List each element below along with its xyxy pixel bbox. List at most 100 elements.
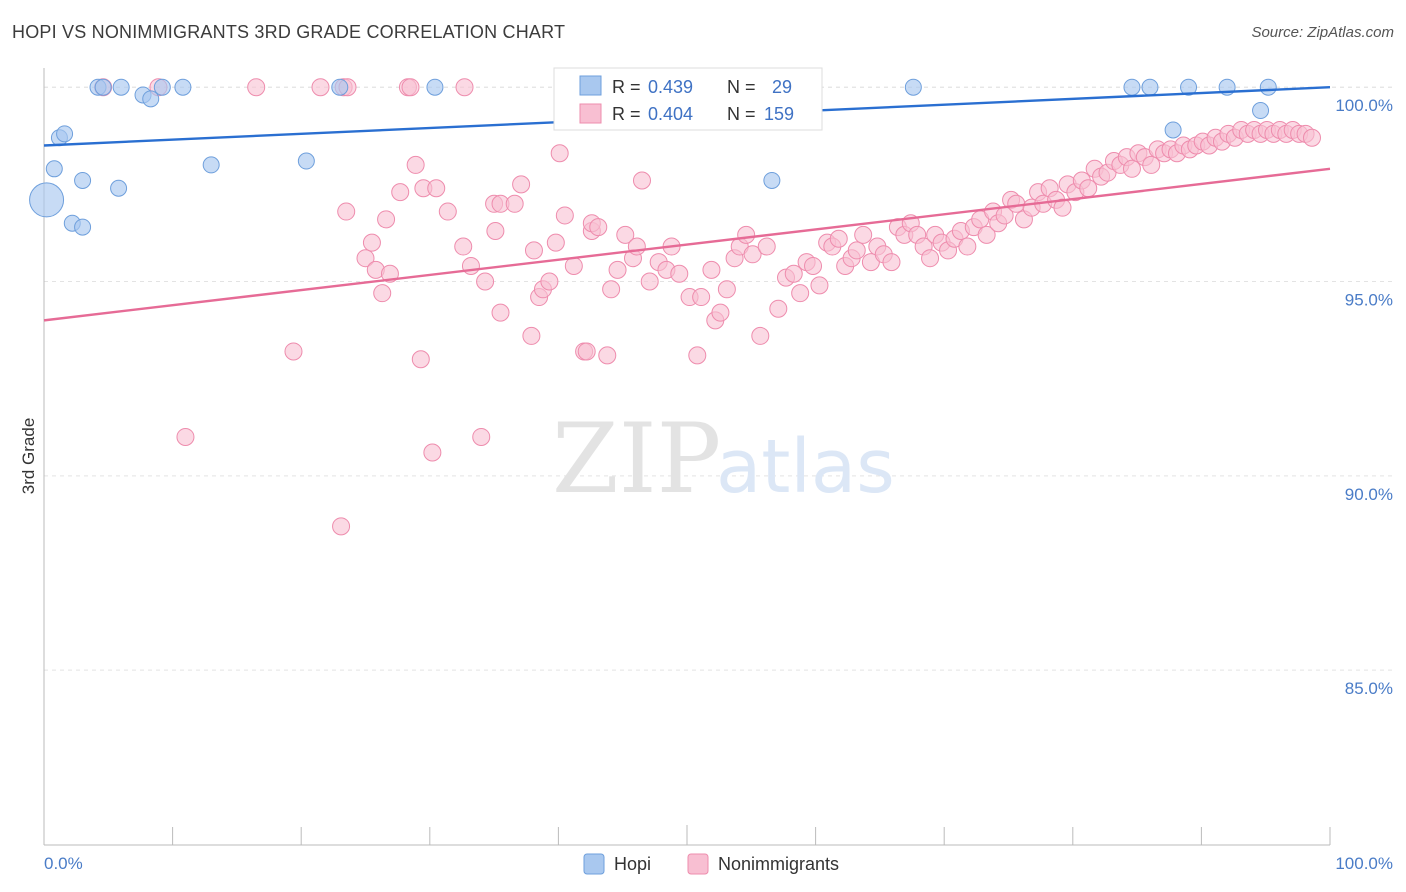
y-tick-label-3: 100.0% [1335, 96, 1393, 115]
nonimmigrants-point-18 [401, 78, 420, 97]
nonimmigrants-point-19 [406, 155, 425, 174]
x-tick-label-min: 0.0% [44, 854, 83, 873]
nonimmigrants-point-87 [847, 241, 866, 260]
bottom-legend-label-hopi: Hopi [614, 854, 651, 874]
nonimmigrants-point-12 [362, 233, 381, 252]
nonimmigrants-point-43 [555, 206, 574, 225]
nonimmigrants-point-34 [505, 194, 524, 213]
nonimmigrants-point-29 [476, 272, 495, 291]
nonimmigrants-point-33 [491, 303, 510, 322]
hopi-point-8 [94, 78, 112, 96]
nonimmigrants-point-52 [608, 260, 627, 279]
nonimmigrants-point-35 [512, 175, 531, 194]
nonimmigrants-point-92 [882, 253, 901, 272]
nonimmigrants-point-46 [577, 342, 596, 361]
nonimmigrants-point-2 [176, 427, 195, 446]
nonimmigrants-point-65 [702, 260, 721, 279]
nonimmigrants-point-73 [751, 326, 770, 345]
nonimmigrants-point-158 [1302, 128, 1321, 147]
nonimmigrants-point-9 [337, 202, 356, 221]
legend-r-value-nonimmigrants: 0.404 [648, 104, 693, 124]
watermark-zip: ZIP [552, 403, 721, 515]
chart-title: HOPI VS NONIMMIGRANTS 3RD GRADE CORRELAT… [12, 22, 566, 42]
nonimmigrants-point-133 [1142, 155, 1161, 174]
legend-swatch-hopi [579, 75, 602, 96]
nonimmigrants-point-67 [711, 303, 730, 322]
y-tick-label-1: 90.0% [1345, 485, 1393, 504]
nonimmigrants-point-51 [602, 280, 621, 299]
legend-swatch-nonimmigrants [579, 103, 602, 124]
legend-r-label-hopi: R = [612, 77, 641, 97]
nonimmigrants-point-3 [247, 78, 266, 97]
nonimmigrants-point-77 [784, 264, 803, 283]
nonimmigrants-point-53 [616, 225, 635, 244]
nonimmigrants-point-41 [546, 233, 565, 252]
hopi-point-15 [202, 156, 220, 174]
nonimmigrants-point-16 [391, 183, 410, 202]
bottom-legend-swatch-hopi [583, 853, 605, 875]
hopi-point-13 [153, 78, 171, 96]
nonimmigrants-point-112 [1007, 194, 1026, 213]
nonimmigrants-point-37 [524, 241, 543, 260]
nonimmigrants-point-49 [589, 218, 608, 237]
hopi-point-25 [1180, 78, 1198, 96]
nonimmigrants-point-107 [977, 225, 996, 244]
nonimmigrants-point-56 [632, 171, 651, 190]
bottom-legend-swatch-nonimmigrants [687, 853, 709, 875]
y-axis-label: 3rd Grade [19, 418, 38, 495]
nonimmigrants-point-40 [540, 272, 559, 291]
watermark-atlas: atlas [716, 424, 895, 510]
nonimmigrants-point-28 [472, 427, 491, 446]
nonimmigrants-point-26 [454, 237, 473, 256]
y-tick-label-2: 95.0% [1345, 291, 1393, 310]
nonimmigrants-point-64 [692, 288, 711, 307]
legend-r-label-nonimmigrants: R = [612, 104, 641, 124]
y-tick-label-0: 85.0% [1345, 679, 1393, 698]
nonimmigrants-point-71 [737, 225, 756, 244]
nonimmigrants-point-81 [810, 276, 829, 295]
nonimmigrants-point-61 [670, 264, 689, 283]
hopi-point-16 [297, 152, 315, 170]
nonimmigrants-point-78 [791, 284, 810, 303]
nonimmigrants-point-4 [284, 342, 303, 361]
grid-lines [44, 86, 1392, 671]
nonimmigrants-point-104 [958, 237, 977, 256]
hopi-point-21 [904, 78, 922, 96]
nonimmigrants-point-74 [757, 237, 776, 256]
nonimmigrants-point-31 [486, 221, 505, 240]
legend-n-label-nonimmigrants: N = [727, 104, 756, 124]
hopi-point-17 [331, 78, 349, 96]
legend-r-value-hopi: 0.439 [648, 77, 693, 97]
hopi-point-3 [56, 125, 74, 143]
hopi-point-27 [1252, 102, 1270, 120]
legend-n-value-hopi: 29 [772, 77, 792, 97]
nonimmigrants-point-75 [769, 299, 788, 318]
legend-n-value-nonimmigrants: 159 [764, 104, 794, 124]
bottom-legend-label-nonimmigrants: Nonimmigrants [718, 854, 839, 874]
nonimmigrants-point-130 [1122, 159, 1141, 178]
nonimmigrants-point-24 [438, 202, 457, 221]
hopi-point-12 [142, 90, 160, 108]
legend-box: R = 0.439 N = 29 R = 0.404 N = 159 [553, 67, 823, 131]
hopi-points [29, 78, 1277, 236]
nonimmigrants-point-6 [332, 517, 351, 536]
hopi-point-18 [426, 78, 444, 96]
nonimmigrants-point-10 [356, 249, 375, 268]
hopi-point-1 [45, 160, 63, 178]
hopi-point-20 [763, 171, 781, 189]
x-tick-label-max: 100.0% [1335, 854, 1393, 873]
bottom-legend: Hopi Nonimmigrants [583, 853, 839, 875]
nonimmigrants-point-57 [640, 272, 659, 291]
nonimmigrants-point-42 [550, 144, 569, 163]
nonimmigrants-point-13 [373, 284, 392, 303]
nonimmigrants-point-80 [804, 256, 823, 275]
hopi-point-23 [1141, 78, 1159, 96]
legend-n-label-hopi: N = [727, 77, 756, 97]
nonimmigrants-point-22 [423, 443, 442, 462]
nonimmigrants-point-55 [627, 237, 646, 256]
hopi-point-0 [29, 182, 65, 218]
nonimmigrants-point-84 [829, 229, 848, 248]
nonimmigrants-trend-line [43, 167, 1331, 322]
hopi-point-10 [112, 78, 130, 96]
